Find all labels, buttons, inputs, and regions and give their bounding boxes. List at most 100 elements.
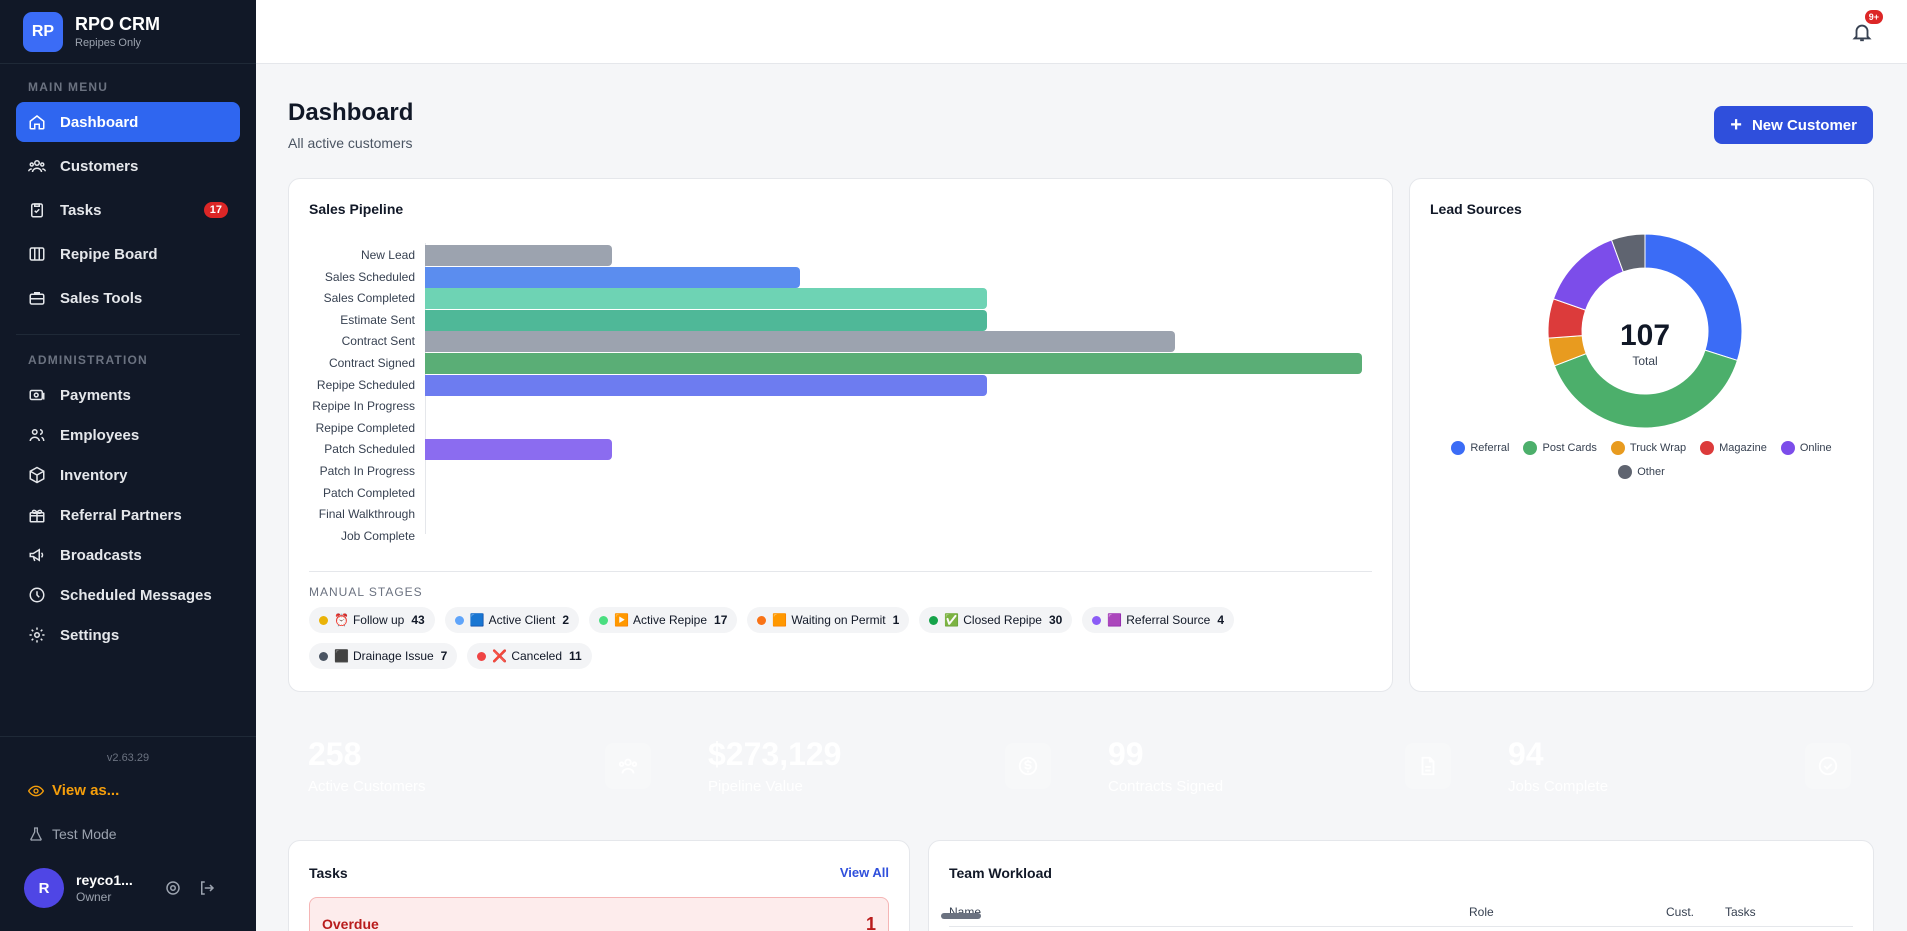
view-all-link[interactable]: View All <box>839 865 889 880</box>
stage-chip[interactable]: 🟧 Waiting on Permit 1 <box>747 607 910 633</box>
sidebar-item-dashboard[interactable]: Dashboard <box>16 102 240 142</box>
bar-label: Patch Completed <box>322 485 415 500</box>
bar[interactable] <box>425 353 1362 374</box>
sales-pipeline-card: Sales Pipeline New Lead Sales Scheduled Sa… <box>288 178 1393 692</box>
bar-label: Estimate Sent <box>340 312 415 327</box>
stage-chip[interactable]: ⬛ Drainage Issue 7 <box>309 643 458 669</box>
stage-emoji: 🟪 <box>1107 613 1123 627</box>
legend-item: Truck Wrap <box>1610 441 1687 455</box>
stage-chip[interactable]: ❌ Canceled 11 <box>467 643 592 669</box>
legend-swatch <box>1700 441 1715 455</box>
column-header-customers[interactable]: Cust. <box>1666 905 1695 919</box>
user-profile: R reyco1... Owner <box>24 868 240 908</box>
sidebar-item-scheduled-messages[interactable]: Scheduled Messages <box>16 575 240 615</box>
legend-label: Truck Wrap <box>1629 442 1687 454</box>
donut-slice[interactable] <box>1553 349 1739 429</box>
stage-chip[interactable]: 🟦 Active Client 2 <box>444 607 580 633</box>
sidebar-item-label: Settings <box>60 626 120 644</box>
stat-jobs-complete[interactable]: 94 Jobs Complete <box>1488 716 1871 816</box>
sidebar-item-settings[interactable]: Settings <box>16 615 240 655</box>
avatar[interactable]: R <box>24 868 64 908</box>
stage-chip[interactable]: ⏰ Follow up 43 <box>309 607 435 633</box>
donut-slice[interactable] <box>1610 233 1646 273</box>
stage-dot <box>757 615 767 625</box>
brand[interactable]: RP RPO CRM Repipes Only <box>0 0 256 64</box>
manual-stages-label: MANUAL STAGES <box>309 585 423 599</box>
bar[interactable] <box>425 374 988 396</box>
stage-count: 2 <box>562 613 570 627</box>
bar-label: Repipe Completed <box>315 420 415 435</box>
stage-chip[interactable]: ✅ Closed Repipe 30 <box>919 607 1073 633</box>
lead-sources-card: Lead Sources 107 Total Referral Post Card… <box>1409 178 1874 692</box>
stage-label: Canceled <box>511 649 563 663</box>
sidebar-item-inventory[interactable]: Inventory <box>16 455 240 495</box>
stat-pipeline-value[interactable]: $273,129 Pipeline Value <box>688 716 1071 816</box>
stat-label: Active Customers <box>308 778 426 795</box>
legend-label: Other <box>1637 466 1665 478</box>
sidebar-item-sales-tools[interactable]: Sales Tools <box>16 278 240 318</box>
bar-label: Repipe In Progress <box>312 399 415 414</box>
stage-label: Follow up <box>352 613 405 627</box>
stage-emoji: ✅ <box>944 613 960 627</box>
user-name: reyco1... <box>76 872 133 888</box>
donut-slice[interactable] <box>1644 233 1743 362</box>
bar[interactable] <box>425 245 613 266</box>
sidebar-item-employees[interactable]: Employees <box>16 415 240 455</box>
legend-label: Post Cards <box>1542 442 1597 454</box>
notification-badge: 9+ <box>1864 10 1883 24</box>
stage-emoji: ❌ <box>492 649 508 663</box>
donut-total-value: 107 <box>1619 319 1671 352</box>
stat-contracts-signed[interactable]: 99 Contracts Signed <box>1088 716 1471 816</box>
stage-emoji: ▶️ <box>614 613 629 627</box>
bar[interactable] <box>425 331 1175 353</box>
lead-sources-title: Lead Sources <box>1430 201 1522 217</box>
logout-icon[interactable] <box>198 879 216 897</box>
sidebar-item-label: Repipe Board <box>60 245 158 263</box>
bar[interactable] <box>425 439 613 461</box>
column-header-role[interactable]: Role <box>1469 905 1494 919</box>
test-mode-button[interactable]: Test Mode <box>28 826 117 842</box>
stage-label: Active Repipe <box>632 613 708 627</box>
bar-label: Patch In Progress <box>319 464 415 478</box>
stage-emoji: ⏰ <box>334 613 349 627</box>
sidebar-item-referral-partners[interactable]: Referral Partners <box>16 495 240 535</box>
stat-active-customers[interactable]: 258 Active Customers <box>288 716 671 816</box>
stage-divider <box>309 571 1372 572</box>
view-as-button[interactable]: View as... <box>28 782 119 799</box>
settings-gear-icon[interactable] <box>164 879 182 897</box>
sidebar-item-customers[interactable]: Customers <box>16 146 240 186</box>
overdue-label: Overdue <box>322 916 379 931</box>
stage-count: 30 <box>1048 613 1063 627</box>
legend-swatch <box>1523 441 1538 455</box>
stage-label: Waiting on Permit <box>791 613 886 627</box>
bar[interactable] <box>425 266 800 288</box>
megaphone-icon <box>29 548 44 562</box>
gear-icon <box>29 627 45 643</box>
overdue-count: 1 <box>865 914 876 931</box>
bell-icon[interactable] <box>1851 21 1873 43</box>
sidebar-item-repipe-board[interactable]: Repipe Board <box>16 234 240 274</box>
stage-dot <box>319 651 328 661</box>
stage-chip[interactable]: ▶️ Active Repipe 17 <box>589 607 738 633</box>
column-header-tasks[interactable]: Tasks <box>1725 905 1756 919</box>
overdue-group[interactable]: Overdue 1 <box>309 897 889 931</box>
tasks-count-badge: 17 <box>203 202 228 218</box>
new-customer-button[interactable]: + New Customer <box>1714 106 1873 144</box>
bar-label: Repipe Scheduled <box>316 377 415 392</box>
sidebar-item-broadcasts[interactable]: Broadcasts <box>16 535 240 575</box>
eye-icon <box>28 785 44 796</box>
legend-swatch <box>1618 465 1633 479</box>
bar[interactable] <box>425 309 988 331</box>
stage-chip[interactable]: 🟪 Referral Source 4 <box>1082 607 1234 633</box>
sidebar-item-label: Payments <box>60 386 131 404</box>
sidebar-item-payments[interactable]: Payments <box>16 375 240 415</box>
stat-value: $273,129 <box>708 736 842 772</box>
briefcase-icon <box>29 292 45 305</box>
sidebar-item-tasks[interactable]: Tasks 17 <box>16 190 240 230</box>
legend-swatch <box>1610 441 1625 455</box>
horizontal-scrollbar[interactable] <box>941 913 981 919</box>
flask-icon <box>30 827 42 841</box>
bar-label: Sales Scheduled <box>324 269 415 284</box>
bar[interactable] <box>425 288 988 310</box>
donut-slice[interactable] <box>1552 239 1624 311</box>
